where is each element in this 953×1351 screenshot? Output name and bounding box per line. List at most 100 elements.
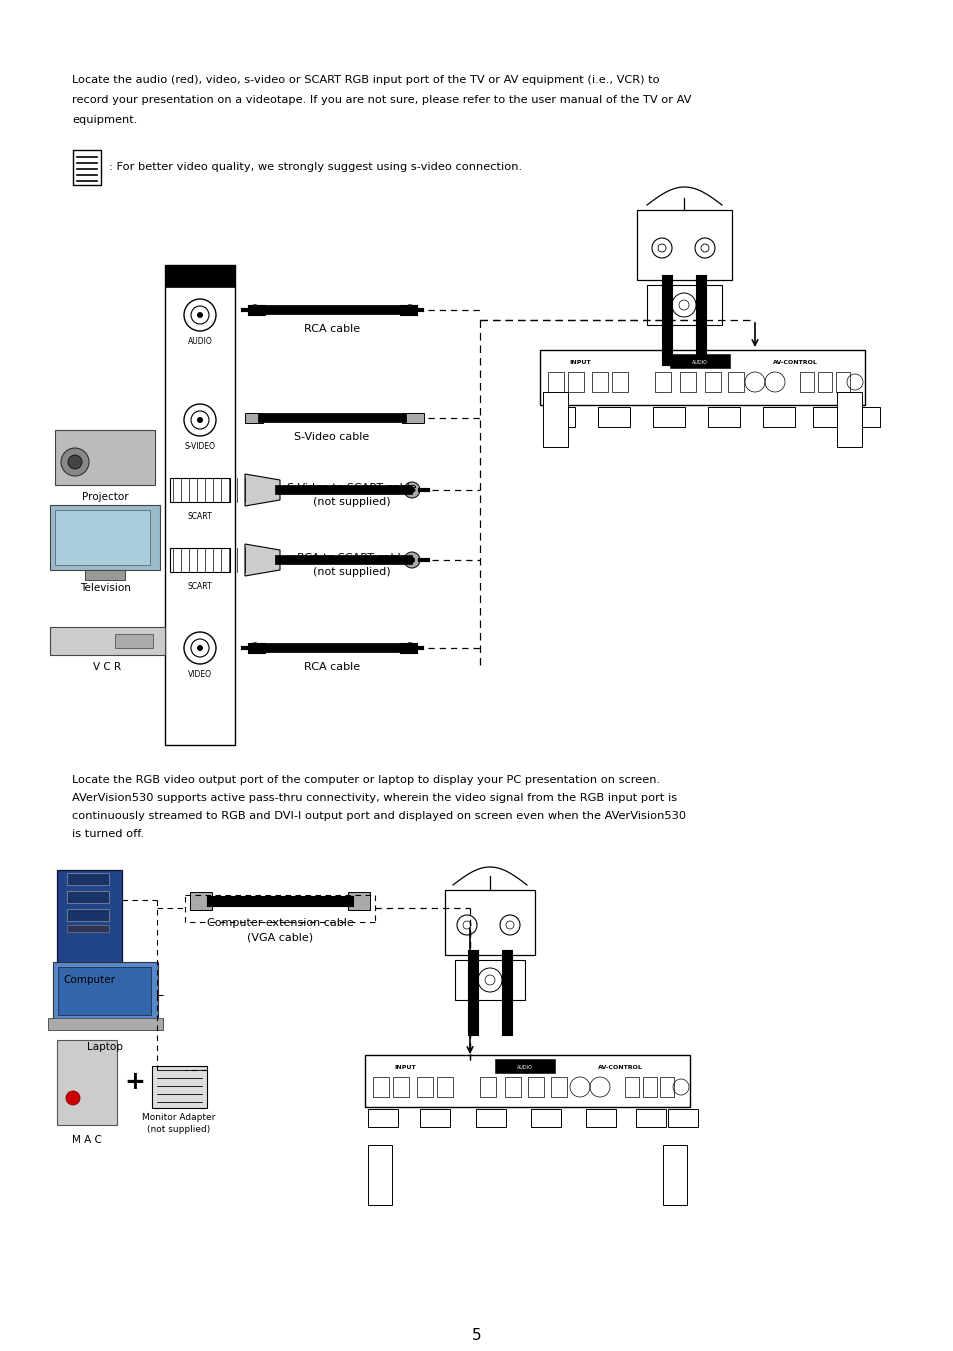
Bar bbox=[547, 372, 563, 392]
Text: 5: 5 bbox=[472, 1328, 481, 1343]
Circle shape bbox=[403, 553, 419, 567]
Text: RCA cable: RCA cable bbox=[304, 662, 359, 671]
Bar bbox=[50, 505, 160, 570]
Circle shape bbox=[61, 449, 89, 476]
Text: RCA to SCART cable: RCA to SCART cable bbox=[296, 553, 407, 563]
Bar bbox=[50, 627, 165, 655]
Text: Locate the audio (red), video, s-video or SCART RGB input port of the TV or AV e: Locate the audio (red), video, s-video o… bbox=[71, 76, 659, 85]
Bar bbox=[67, 909, 109, 921]
Bar bbox=[48, 1019, 163, 1029]
Bar bbox=[55, 430, 154, 485]
Bar bbox=[847, 407, 879, 427]
Text: AUDIO: AUDIO bbox=[517, 1065, 533, 1070]
Bar bbox=[57, 1040, 117, 1125]
Bar bbox=[612, 372, 627, 392]
Polygon shape bbox=[245, 474, 280, 507]
Bar bbox=[152, 1066, 207, 1108]
Text: S-Video to SCART cable: S-Video to SCART cable bbox=[287, 484, 416, 493]
Bar bbox=[624, 1077, 639, 1097]
Text: AV-CONTROL: AV-CONTROL bbox=[772, 359, 817, 365]
Text: AUDIO: AUDIO bbox=[691, 359, 707, 365]
Bar bbox=[58, 967, 151, 1015]
Bar bbox=[55, 509, 150, 565]
Bar bbox=[704, 372, 720, 392]
Text: (not supplied): (not supplied) bbox=[313, 567, 391, 577]
Bar bbox=[476, 1109, 505, 1127]
Bar bbox=[551, 1077, 566, 1097]
Text: (VGA cable): (VGA cable) bbox=[247, 932, 313, 942]
Circle shape bbox=[184, 299, 215, 331]
Bar bbox=[542, 392, 567, 447]
Bar bbox=[436, 1077, 453, 1097]
Text: VIDEO: VIDEO bbox=[188, 670, 212, 680]
Text: is turned off.: is turned off. bbox=[71, 830, 144, 839]
Circle shape bbox=[184, 404, 215, 436]
Bar bbox=[598, 407, 629, 427]
Circle shape bbox=[405, 643, 415, 653]
Bar bbox=[542, 407, 575, 427]
Text: (not supplied): (not supplied) bbox=[313, 497, 391, 507]
Circle shape bbox=[250, 305, 260, 315]
Text: Locate the RGB video output port of the computer or laptop to display your PC pr: Locate the RGB video output port of the … bbox=[71, 775, 659, 785]
Bar bbox=[170, 549, 230, 571]
Bar bbox=[812, 407, 844, 427]
Text: record your presentation on a videotape. If you are not sure, please refer to th: record your presentation on a videotape.… bbox=[71, 95, 691, 105]
Text: Computer extension cable: Computer extension cable bbox=[207, 917, 353, 928]
Bar bbox=[170, 478, 230, 503]
Bar bbox=[567, 372, 583, 392]
Bar bbox=[707, 407, 740, 427]
Circle shape bbox=[250, 643, 260, 653]
Bar bbox=[636, 1109, 665, 1127]
Bar bbox=[373, 1077, 389, 1097]
Bar bbox=[165, 265, 234, 744]
Text: Computer: Computer bbox=[63, 975, 115, 985]
Bar bbox=[393, 1077, 409, 1097]
Bar bbox=[115, 634, 152, 648]
Bar bbox=[646, 285, 721, 326]
Bar bbox=[368, 1146, 392, 1205]
Bar bbox=[637, 209, 731, 280]
Bar bbox=[662, 1146, 686, 1205]
Text: M A C: M A C bbox=[72, 1135, 102, 1146]
Bar bbox=[67, 892, 109, 902]
Circle shape bbox=[409, 486, 415, 493]
Text: Laptop: Laptop bbox=[87, 1042, 123, 1052]
Text: Projector: Projector bbox=[82, 492, 128, 503]
Circle shape bbox=[409, 557, 415, 563]
Bar bbox=[365, 1055, 689, 1106]
Text: SCART: SCART bbox=[188, 582, 213, 590]
Bar bbox=[679, 372, 696, 392]
Text: S-Video cable: S-Video cable bbox=[294, 432, 369, 442]
Bar bbox=[401, 413, 423, 423]
Bar bbox=[190, 892, 212, 911]
Text: +: + bbox=[125, 1070, 145, 1094]
Bar bbox=[245, 413, 263, 423]
Bar bbox=[669, 354, 729, 367]
Bar bbox=[419, 1109, 450, 1127]
Bar bbox=[667, 1109, 698, 1127]
Bar bbox=[348, 892, 370, 911]
Bar bbox=[642, 1077, 657, 1097]
Circle shape bbox=[405, 305, 415, 315]
Circle shape bbox=[403, 482, 419, 499]
Circle shape bbox=[196, 644, 203, 651]
Polygon shape bbox=[245, 544, 280, 576]
Text: INPUT: INPUT bbox=[569, 359, 590, 365]
Text: Monitor Adapter: Monitor Adapter bbox=[142, 1113, 215, 1121]
Text: V C R: V C R bbox=[92, 662, 121, 671]
Text: equipment.: equipment. bbox=[71, 115, 137, 126]
Bar bbox=[592, 372, 607, 392]
Text: RCA cable: RCA cable bbox=[304, 324, 359, 334]
Bar bbox=[495, 1059, 555, 1073]
Bar bbox=[727, 372, 743, 392]
Circle shape bbox=[196, 312, 203, 317]
Text: AV-CONTROL: AV-CONTROL bbox=[597, 1065, 641, 1070]
Circle shape bbox=[184, 632, 215, 663]
Text: OUTPUT: OUTPUT bbox=[496, 1065, 523, 1070]
Bar bbox=[455, 961, 524, 1000]
Bar bbox=[368, 1109, 397, 1127]
Text: S-VIDEO: S-VIDEO bbox=[184, 442, 215, 451]
Bar bbox=[659, 1077, 673, 1097]
Bar bbox=[817, 372, 831, 392]
Bar bbox=[165, 265, 234, 286]
